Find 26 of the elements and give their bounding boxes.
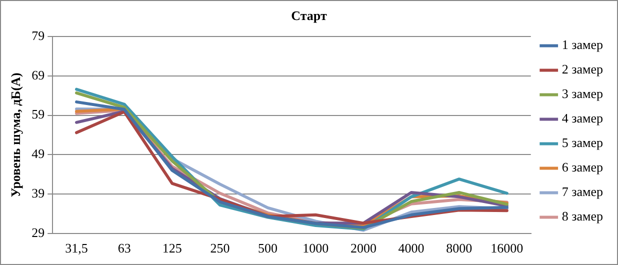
y-tick-label: 49	[32, 146, 45, 162]
legend-label: 6 замер	[562, 160, 604, 175]
legend-label: 4 замер	[562, 110, 604, 126]
x-tick-label: 16000	[490, 240, 524, 256]
legend-label: 5 замер	[562, 135, 604, 150]
x-tick-label: 8000	[446, 240, 472, 256]
x-tick-label: 1000	[302, 240, 329, 256]
x-tick-label: 250	[210, 240, 230, 256]
legend-label: 1 замер	[562, 37, 604, 52]
x-tick-label: 31,5	[65, 240, 88, 256]
y-axis-title: Уровень шума, дБ(А)	[8, 72, 24, 198]
y-tick-label: 29	[32, 224, 45, 240]
x-tick-label: 4000	[398, 240, 424, 256]
legend-label: 8 замер	[562, 208, 604, 224]
x-tick-label: 500	[258, 240, 278, 256]
y-tick-label: 59	[32, 106, 45, 122]
x-tick-label: 125	[162, 240, 182, 256]
y-tick-label: 69	[32, 67, 45, 82]
chart-title: Старт	[291, 8, 328, 24]
y-tick-label: 79	[32, 28, 45, 44]
y-tick-label: 39	[32, 185, 45, 200]
x-tick-label: 63	[118, 240, 131, 256]
x-tick-label: 2000	[350, 240, 376, 256]
legend-label: 7 замер	[562, 184, 604, 200]
legend-label: 2 замер	[562, 62, 604, 77]
legend-label: 3 замер	[562, 86, 604, 102]
